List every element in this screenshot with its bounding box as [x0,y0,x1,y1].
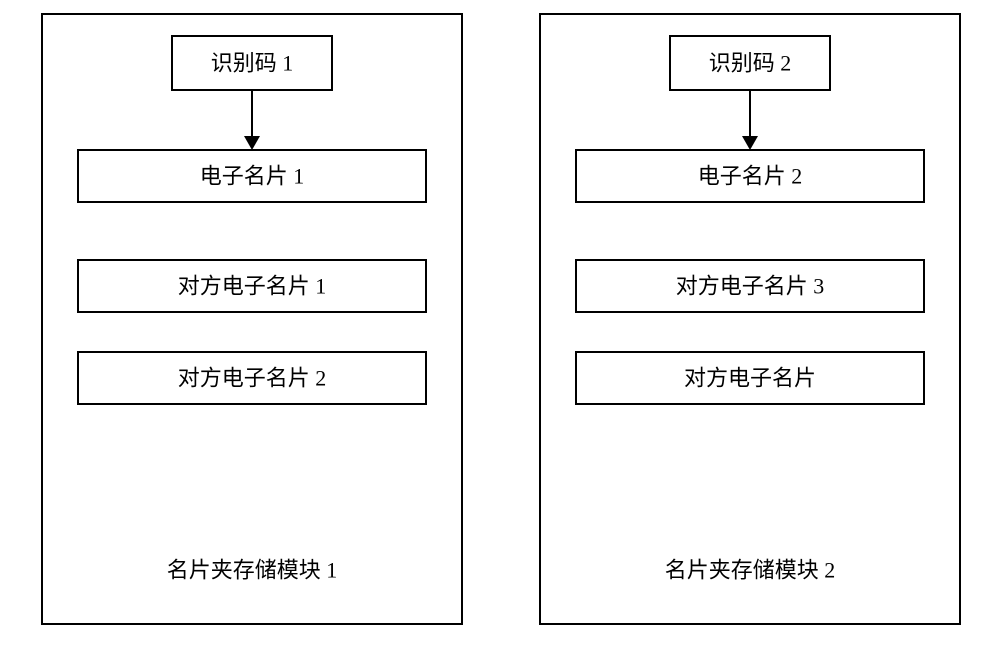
module-1-own-label: 电子名片 1 [200,164,305,189]
module-1-caption: 名片夹存储模块 1 [167,558,338,583]
module-2-peer-1-label: 对方电子名片 3 [676,274,825,299]
module-2-id-label: 识别码 2 [709,51,792,76]
module-2-own-label: 电子名片 2 [698,164,803,189]
module-2-caption: 名片夹存储模块 2 [665,558,836,583]
module-1-peer-2-label: 对方电子名片 2 [178,366,327,391]
module-1-peer-1-label: 对方电子名片 1 [178,274,327,299]
canvas-bg [0,0,1000,651]
module-2-peer-2-label: 对方电子名片 [684,366,816,391]
module-1-id-label: 识别码 1 [211,51,294,76]
